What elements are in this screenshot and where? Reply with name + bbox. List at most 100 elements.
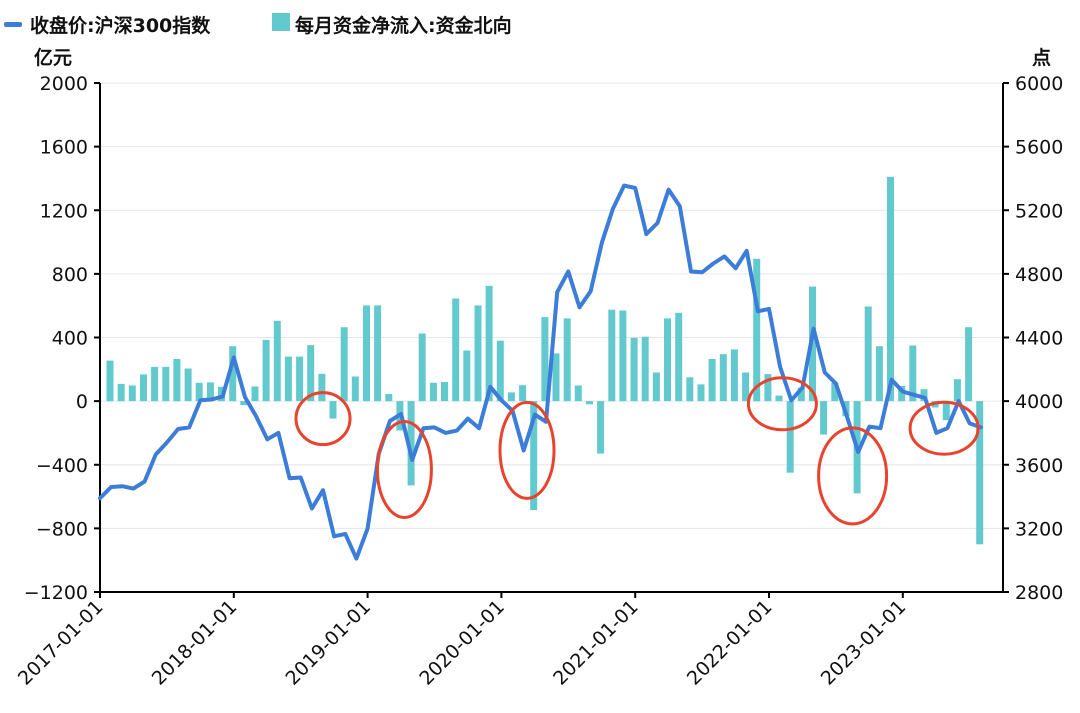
bar [530, 401, 538, 511]
line-series [98, 183, 983, 561]
bar [184, 368, 192, 402]
annotation-circle [498, 400, 556, 500]
bar [864, 306, 872, 402]
bar [920, 389, 928, 402]
bar [753, 258, 761, 402]
right-tick-label: 6000 [1015, 73, 1063, 95]
bar [296, 356, 304, 402]
bar [284, 356, 292, 402]
bar [831, 382, 839, 402]
bar [173, 359, 181, 402]
bar [664, 318, 671, 402]
bar [441, 382, 448, 402]
bar [630, 337, 638, 402]
right-tick-label: 4800 [1015, 264, 1063, 286]
bar [452, 298, 460, 402]
left-tick-label: 1600 [40, 137, 88, 159]
annotation-circle [375, 420, 433, 519]
x-axis-ticks: 2017-01-01 2018-01-01 2019-01-01 2020-01-01… [14, 596, 910, 690]
annotation-circles [294, 376, 980, 526]
left-tick-label: 0 [76, 391, 88, 413]
bar [965, 327, 973, 402]
bar [273, 320, 281, 402]
bar [363, 305, 370, 402]
bar [340, 327, 348, 402]
left-tick-label: 1200 [40, 200, 88, 222]
legend-bar-swatch [272, 13, 290, 31]
axes [94, 82, 1009, 598]
annotation-circle [746, 376, 818, 432]
left-tick-label: −400 [36, 455, 88, 477]
bar [407, 401, 415, 486]
bar [597, 401, 605, 454]
bar [898, 386, 906, 402]
right-axis-ticks: 6000 5600 5200 4800 4400 4000 3600 3200 2800 [1015, 73, 1063, 604]
x-tick-label: 2018-01-01 [148, 596, 242, 690]
bar [887, 176, 894, 402]
bar [474, 305, 482, 402]
bar [240, 401, 248, 406]
bar [942, 401, 950, 421]
bar [764, 374, 772, 402]
bar [519, 385, 527, 402]
bar [318, 373, 326, 402]
bar [507, 392, 515, 402]
bar [307, 345, 315, 402]
x-tick-label: 2019-01-01 [281, 596, 375, 690]
bar [563, 318, 571, 402]
bar [675, 312, 683, 402]
bar [552, 353, 560, 402]
bar [797, 387, 805, 402]
x-tick-label: 2023-01-01 [817, 596, 911, 690]
bar [953, 379, 961, 402]
x-tick-label: 2021-01-01 [549, 596, 643, 690]
right-tick-label: 3200 [1015, 518, 1063, 540]
bar [909, 345, 917, 402]
bar [251, 386, 259, 402]
bar [329, 401, 337, 419]
right-tick-label: 2800 [1015, 582, 1063, 604]
bar [262, 339, 270, 402]
bar [719, 354, 727, 402]
bar [786, 401, 794, 473]
x-tick-label: 2020-01-01 [415, 596, 509, 690]
bar [229, 346, 237, 402]
annotation-circle [294, 391, 352, 447]
annotation-circle [817, 426, 889, 526]
legend: 收盘价:沪深300指数 每月资金净流入:资金北向 [4, 13, 512, 37]
bar [162, 366, 170, 402]
bar [730, 349, 738, 402]
right-axis-unit: 点 [1032, 47, 1051, 69]
right-tick-label: 4000 [1015, 391, 1063, 413]
left-tick-label: −1200 [24, 582, 88, 604]
bar [574, 385, 582, 402]
bar [586, 401, 593, 405]
bar [351, 376, 359, 402]
x-tick-label: 2022-01-01 [683, 596, 777, 690]
bar [463, 350, 471, 402]
bar [608, 309, 616, 402]
bar [128, 385, 136, 402]
left-axis-unit: 亿元 [34, 46, 72, 69]
annotation-circle [908, 400, 980, 456]
bar [195, 382, 203, 402]
line-path [98, 183, 983, 561]
bar [418, 333, 426, 402]
bar [976, 401, 984, 545]
bar [117, 383, 125, 402]
bar [775, 395, 783, 402]
left-tick-label: 800 [52, 264, 88, 286]
right-tick-label: 5600 [1015, 137, 1063, 159]
bar [619, 310, 627, 402]
bar [151, 366, 159, 402]
bar [820, 401, 828, 435]
right-tick-label: 3600 [1015, 455, 1063, 477]
legend-line-label: 收盘价:沪深300指数 [30, 14, 211, 37]
bar [541, 317, 549, 402]
bar [708, 359, 716, 402]
legend-line-swatch [4, 22, 22, 27]
x-tick-label: 2017-01-01 [14, 596, 108, 690]
bar [641, 336, 649, 402]
bar [385, 394, 393, 402]
